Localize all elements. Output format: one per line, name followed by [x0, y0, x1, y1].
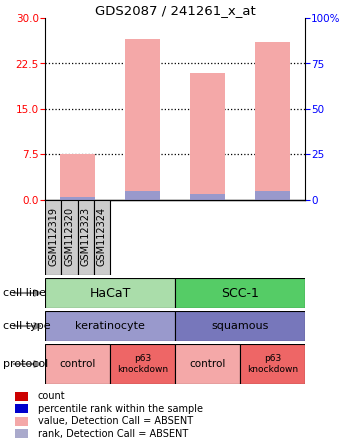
- Bar: [45, 278, 175, 308]
- Bar: [45, 200, 61, 275]
- Bar: [45, 311, 175, 341]
- Bar: [175, 311, 305, 341]
- Bar: [190, 194, 225, 200]
- Text: cell type: cell type: [3, 321, 51, 331]
- Text: squamous: squamous: [211, 321, 269, 331]
- Bar: [255, 42, 290, 200]
- Bar: [175, 278, 305, 308]
- Bar: [240, 344, 305, 384]
- Bar: [78, 200, 94, 275]
- Bar: [45, 344, 110, 384]
- Bar: [125, 191, 160, 200]
- Bar: [255, 191, 290, 200]
- Bar: [59, 155, 96, 200]
- Text: count: count: [38, 391, 66, 401]
- Bar: [15, 392, 28, 401]
- Text: percentile rank within the sample: percentile rank within the sample: [38, 404, 203, 414]
- Text: cell line: cell line: [3, 288, 46, 298]
- Text: GSM112320: GSM112320: [64, 206, 74, 266]
- Text: control: control: [189, 359, 226, 369]
- Bar: [110, 344, 175, 384]
- Text: keratinocyte: keratinocyte: [75, 321, 145, 331]
- Text: rank, Detection Call = ABSENT: rank, Detection Call = ABSENT: [38, 429, 188, 439]
- Bar: [125, 39, 160, 200]
- Text: p63
knockdown: p63 knockdown: [117, 354, 168, 374]
- Text: control: control: [59, 359, 96, 369]
- Bar: [61, 200, 78, 275]
- Text: GSM112324: GSM112324: [97, 206, 107, 266]
- Text: value, Detection Call = ABSENT: value, Detection Call = ABSENT: [38, 416, 193, 426]
- Text: GSM112323: GSM112323: [81, 206, 91, 266]
- Bar: [15, 429, 28, 438]
- Bar: [190, 73, 225, 200]
- Bar: [175, 344, 240, 384]
- Bar: [15, 417, 28, 426]
- Bar: [15, 404, 28, 413]
- Bar: [59, 197, 96, 200]
- Text: p63
knockdown: p63 knockdown: [247, 354, 298, 374]
- Text: GSM112319: GSM112319: [48, 206, 58, 266]
- Text: protocol: protocol: [3, 359, 49, 369]
- Title: GDS2087 / 241261_x_at: GDS2087 / 241261_x_at: [95, 4, 255, 17]
- Text: HaCaT: HaCaT: [89, 286, 131, 300]
- Text: SCC-1: SCC-1: [221, 286, 259, 300]
- Bar: [94, 200, 110, 275]
